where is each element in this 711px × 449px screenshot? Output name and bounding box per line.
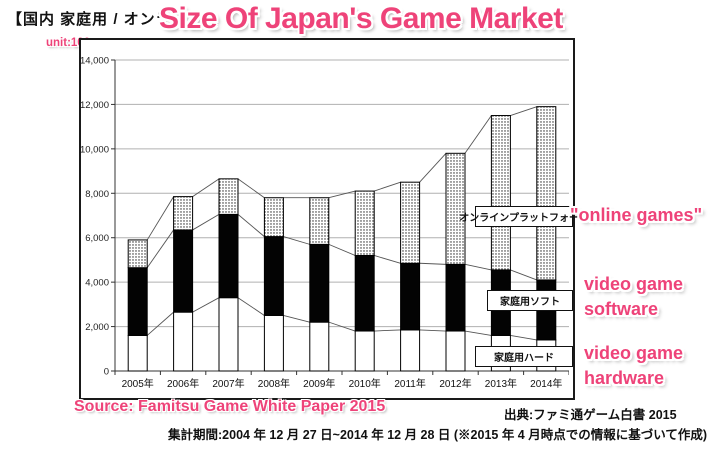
svg-text:14,000: 14,000 (81, 56, 109, 67)
svg-text:8,000: 8,000 (85, 189, 109, 200)
svg-text:2014年: 2014年 (530, 377, 562, 390)
annotation-software-line2: software (584, 299, 659, 319)
svg-text:2010年: 2010年 (349, 377, 381, 390)
svg-text:2008年: 2008年 (258, 377, 290, 390)
source-overlay: Source: Famitsu Game White Paper 2015 (74, 398, 386, 415)
svg-text:2,000: 2,000 (85, 322, 109, 333)
svg-text:0: 0 (104, 367, 109, 378)
svg-text:2007年: 2007年 (212, 377, 244, 390)
svg-text:2009年: 2009年 (303, 377, 335, 390)
legend-online-platform: オンラインプラットフォーム (459, 206, 589, 227)
legend-online-platform-label: オンラインプラットフォーム (459, 213, 589, 224)
market-chart: 0 2,000 4,000 6,000 8,000 10,000 12,000 14,000 2… (81, 56, 569, 390)
svg-text:2013年: 2013年 (485, 377, 517, 390)
legend-hardware: 家庭用ハード (475, 346, 573, 367)
svg-text:2011年: 2011年 (394, 377, 426, 390)
period-note: 集計期間:2004 年 12 月 27 日~2014 年 12 月 28 日 (… (168, 428, 708, 442)
annotation-video-game-hardware: video game hardware (584, 341, 683, 391)
svg-text:4,000: 4,000 (85, 278, 109, 289)
svg-text:2005年: 2005年 (122, 377, 154, 390)
annotation-online-games: "online games" (570, 205, 703, 225)
legend-software: 家庭用ソフト (487, 290, 573, 311)
svg-text:10,000: 10,000 (81, 144, 109, 155)
annotation-video-game-software: video game software (584, 272, 683, 322)
svg-text:2006年: 2006年 (167, 377, 199, 390)
legend-software-label: 家庭用ソフト (500, 297, 560, 308)
svg-text:2012年: 2012年 (439, 377, 471, 390)
annotation-software-line1: video game (584, 274, 684, 294)
svg-text:12,000: 12,000 (81, 100, 109, 111)
page-title-japanese: 【国内 家庭用 / オンラ (7, 11, 172, 28)
annotation-hardware-line2: hardware (584, 368, 665, 388)
svg-text:6,000: 6,000 (85, 233, 109, 244)
annotation-hardware-line1: video game (584, 343, 684, 363)
chart-frame: 0 2,000 4,000 6,000 8,000 10,000 12,000 14,000 2… (79, 38, 575, 400)
page-title-overlay: Size Of Japan's Game Market (159, 2, 563, 35)
legend-hardware-label: 家庭用ハード (494, 353, 554, 364)
source-japanese: 出典:ファミ通ゲーム白書 2015 (504, 408, 677, 422)
